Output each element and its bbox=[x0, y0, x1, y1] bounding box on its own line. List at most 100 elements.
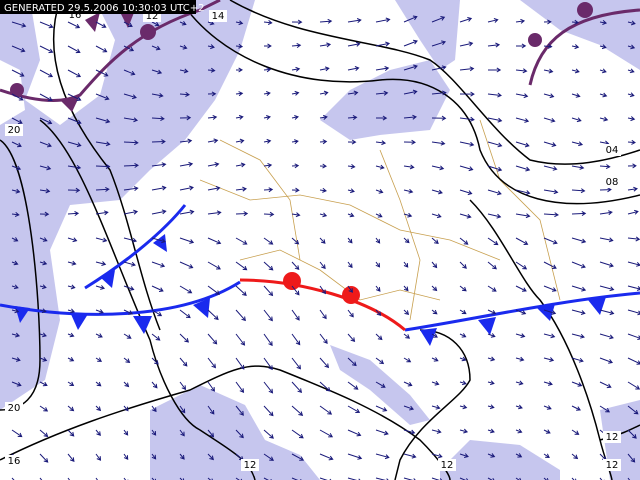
wind-arrow bbox=[39, 332, 47, 338]
wind-arrow bbox=[403, 309, 410, 315]
wind-arrow bbox=[263, 261, 274, 271]
wind-arrow bbox=[291, 90, 300, 96]
wind-arrow bbox=[263, 67, 272, 73]
isobar-label-bg bbox=[603, 459, 621, 471]
wind-arrow bbox=[39, 21, 54, 29]
wind-arrow bbox=[543, 141, 557, 147]
wind-arrow bbox=[207, 261, 221, 270]
wind-arrow bbox=[235, 43, 244, 49]
wind-arrow bbox=[151, 209, 167, 215]
wind-arrow bbox=[431, 333, 438, 338]
wind-arrow bbox=[487, 117, 503, 123]
wind-arrow bbox=[151, 93, 164, 98]
wind-arrow bbox=[375, 429, 389, 436]
isobar-label-bg bbox=[603, 431, 621, 443]
wind-arrow bbox=[123, 117, 139, 123]
wind-arrow bbox=[319, 139, 328, 145]
wind-arrow bbox=[151, 333, 161, 341]
wind-arrow bbox=[459, 213, 472, 219]
wind-arrow bbox=[319, 285, 326, 295]
wind-arrow bbox=[291, 19, 303, 25]
wind-arrow bbox=[403, 261, 409, 268]
wind-arrow bbox=[11, 93, 24, 101]
wind-arrow bbox=[319, 42, 332, 48]
wind-arrow bbox=[571, 261, 586, 269]
wind-arrow bbox=[95, 357, 103, 362]
wind-arrow bbox=[347, 18, 362, 23]
wind-arrow bbox=[431, 16, 446, 23]
wind-arrow bbox=[487, 333, 496, 338]
wind-arrow bbox=[123, 209, 139, 215]
wind-arrow bbox=[375, 261, 381, 268]
wind-arrow bbox=[543, 429, 551, 434]
wind-arrow bbox=[95, 261, 107, 266]
wind-arrow bbox=[403, 285, 409, 292]
wind-arrow bbox=[235, 162, 246, 168]
wind-arrow bbox=[347, 405, 361, 413]
wind-arrow bbox=[431, 165, 445, 171]
wind-arrow bbox=[151, 405, 157, 413]
wind-arrow bbox=[403, 114, 417, 120]
isobar-label: 16 bbox=[69, 10, 82, 21]
wind-arrow bbox=[319, 381, 331, 392]
wind-arrow bbox=[543, 333, 556, 339]
wind-arrow bbox=[67, 381, 75, 387]
wind-arrow bbox=[627, 429, 637, 439]
wind-arrow bbox=[347, 115, 358, 121]
wind-arrow bbox=[67, 284, 76, 290]
wind-arrow bbox=[11, 165, 22, 171]
wind-arrow bbox=[431, 261, 438, 269]
wind-arrow bbox=[207, 405, 215, 415]
wind-arrow bbox=[515, 141, 530, 148]
wind-arrow bbox=[123, 140, 139, 146]
wind-arrow bbox=[515, 43, 527, 49]
wind-arrow bbox=[543, 212, 559, 218]
wind-arrow bbox=[459, 165, 474, 172]
wind-arrow bbox=[571, 405, 581, 411]
wind-arrow bbox=[431, 285, 438, 292]
isobar-label: 12 bbox=[244, 460, 257, 471]
header-bar bbox=[0, 0, 196, 14]
wind-arrow bbox=[179, 381, 187, 391]
wind-arrow bbox=[403, 64, 418, 71]
wind-arrow bbox=[319, 18, 333, 24]
wind-arrow bbox=[459, 261, 467, 269]
wind-arrow bbox=[235, 114, 244, 120]
wind-arrow bbox=[571, 68, 580, 74]
wind-arrow bbox=[431, 189, 443, 195]
wind-arrow bbox=[11, 21, 27, 28]
wind-arrow bbox=[39, 237, 48, 242]
wind-arrow bbox=[67, 308, 76, 314]
wind-arrow bbox=[151, 162, 167, 168]
wind-arrow bbox=[291, 212, 301, 218]
wind-arrow bbox=[347, 188, 355, 194]
wind-arrow bbox=[11, 429, 23, 438]
wind-arrow bbox=[571, 429, 580, 435]
wind-arrow bbox=[515, 189, 531, 195]
wind-arrow bbox=[179, 237, 195, 244]
wind-arrow bbox=[95, 210, 109, 216]
wind-arrow bbox=[431, 429, 442, 434]
wind-arrow bbox=[488, 67, 502, 73]
wind-arrow bbox=[487, 261, 497, 270]
wind-arrow bbox=[543, 237, 558, 245]
wind-arrow bbox=[123, 381, 130, 388]
wind-arrow bbox=[319, 261, 326, 270]
wind-arrow bbox=[487, 309, 497, 315]
wind-arrow bbox=[375, 453, 390, 460]
isobar-label-bg bbox=[603, 144, 621, 156]
wind-arrow bbox=[179, 44, 188, 50]
wind-arrow bbox=[67, 211, 80, 217]
wind-arrow bbox=[571, 357, 584, 363]
wind-arrow bbox=[263, 453, 275, 461]
wind-arrow bbox=[207, 285, 220, 295]
wind-arrow bbox=[151, 261, 166, 268]
wind-arrow bbox=[179, 261, 194, 269]
wind-arrow bbox=[263, 91, 271, 96]
wind-arrow bbox=[39, 453, 49, 463]
wind-arrow bbox=[319, 212, 328, 218]
wind-arrow bbox=[319, 90, 329, 96]
wind-arrow bbox=[179, 405, 186, 414]
wind-arrow bbox=[431, 115, 447, 121]
wind-arrow bbox=[431, 40, 447, 47]
